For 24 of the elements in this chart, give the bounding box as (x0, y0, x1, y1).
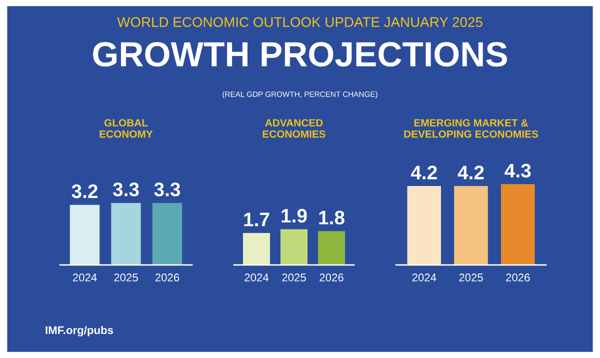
x-tick-label: 2025 (114, 274, 138, 282)
data-label: 3.2 (72, 184, 98, 198)
x-tick-label: 2026 (155, 274, 180, 282)
text: WORLD ECONOMIC OUTLOOK UPDATE JANUARY 2025 (117, 17, 482, 27)
x-tick-label: 2024 (412, 274, 436, 282)
data-label: 3.3 (154, 182, 180, 196)
x-tick-label: 2024 (72, 274, 97, 282)
data-label: 1.7 (244, 212, 270, 226)
data-label: 4.2 (410, 166, 437, 180)
data-label: 4.2 (458, 166, 484, 180)
text: IMF.org/pubs (46, 326, 114, 336)
x-tick-label: 2025 (282, 274, 306, 282)
x-tick-label: 2026 (506, 274, 530, 282)
data-label: 3.3 (112, 182, 139, 196)
chart-title: GLOBAL ECONOMY (100, 119, 153, 138)
data-label: 1.9 (282, 208, 307, 223)
data-label: 1.8 (319, 210, 344, 224)
text: GROWTH PROJECTIONS (93, 42, 507, 67)
chart-title: ADVANCED ECONOMIES (262, 119, 326, 138)
data-label: 4.3 (504, 164, 531, 178)
x-tick-label: 2025 (459, 274, 483, 282)
chart-title: EMERGING MARKET & DEVELOPING ECONOMIES (404, 119, 538, 138)
x-tick-label: 2026 (320, 274, 344, 282)
x-tick-label: 2024 (244, 274, 269, 282)
